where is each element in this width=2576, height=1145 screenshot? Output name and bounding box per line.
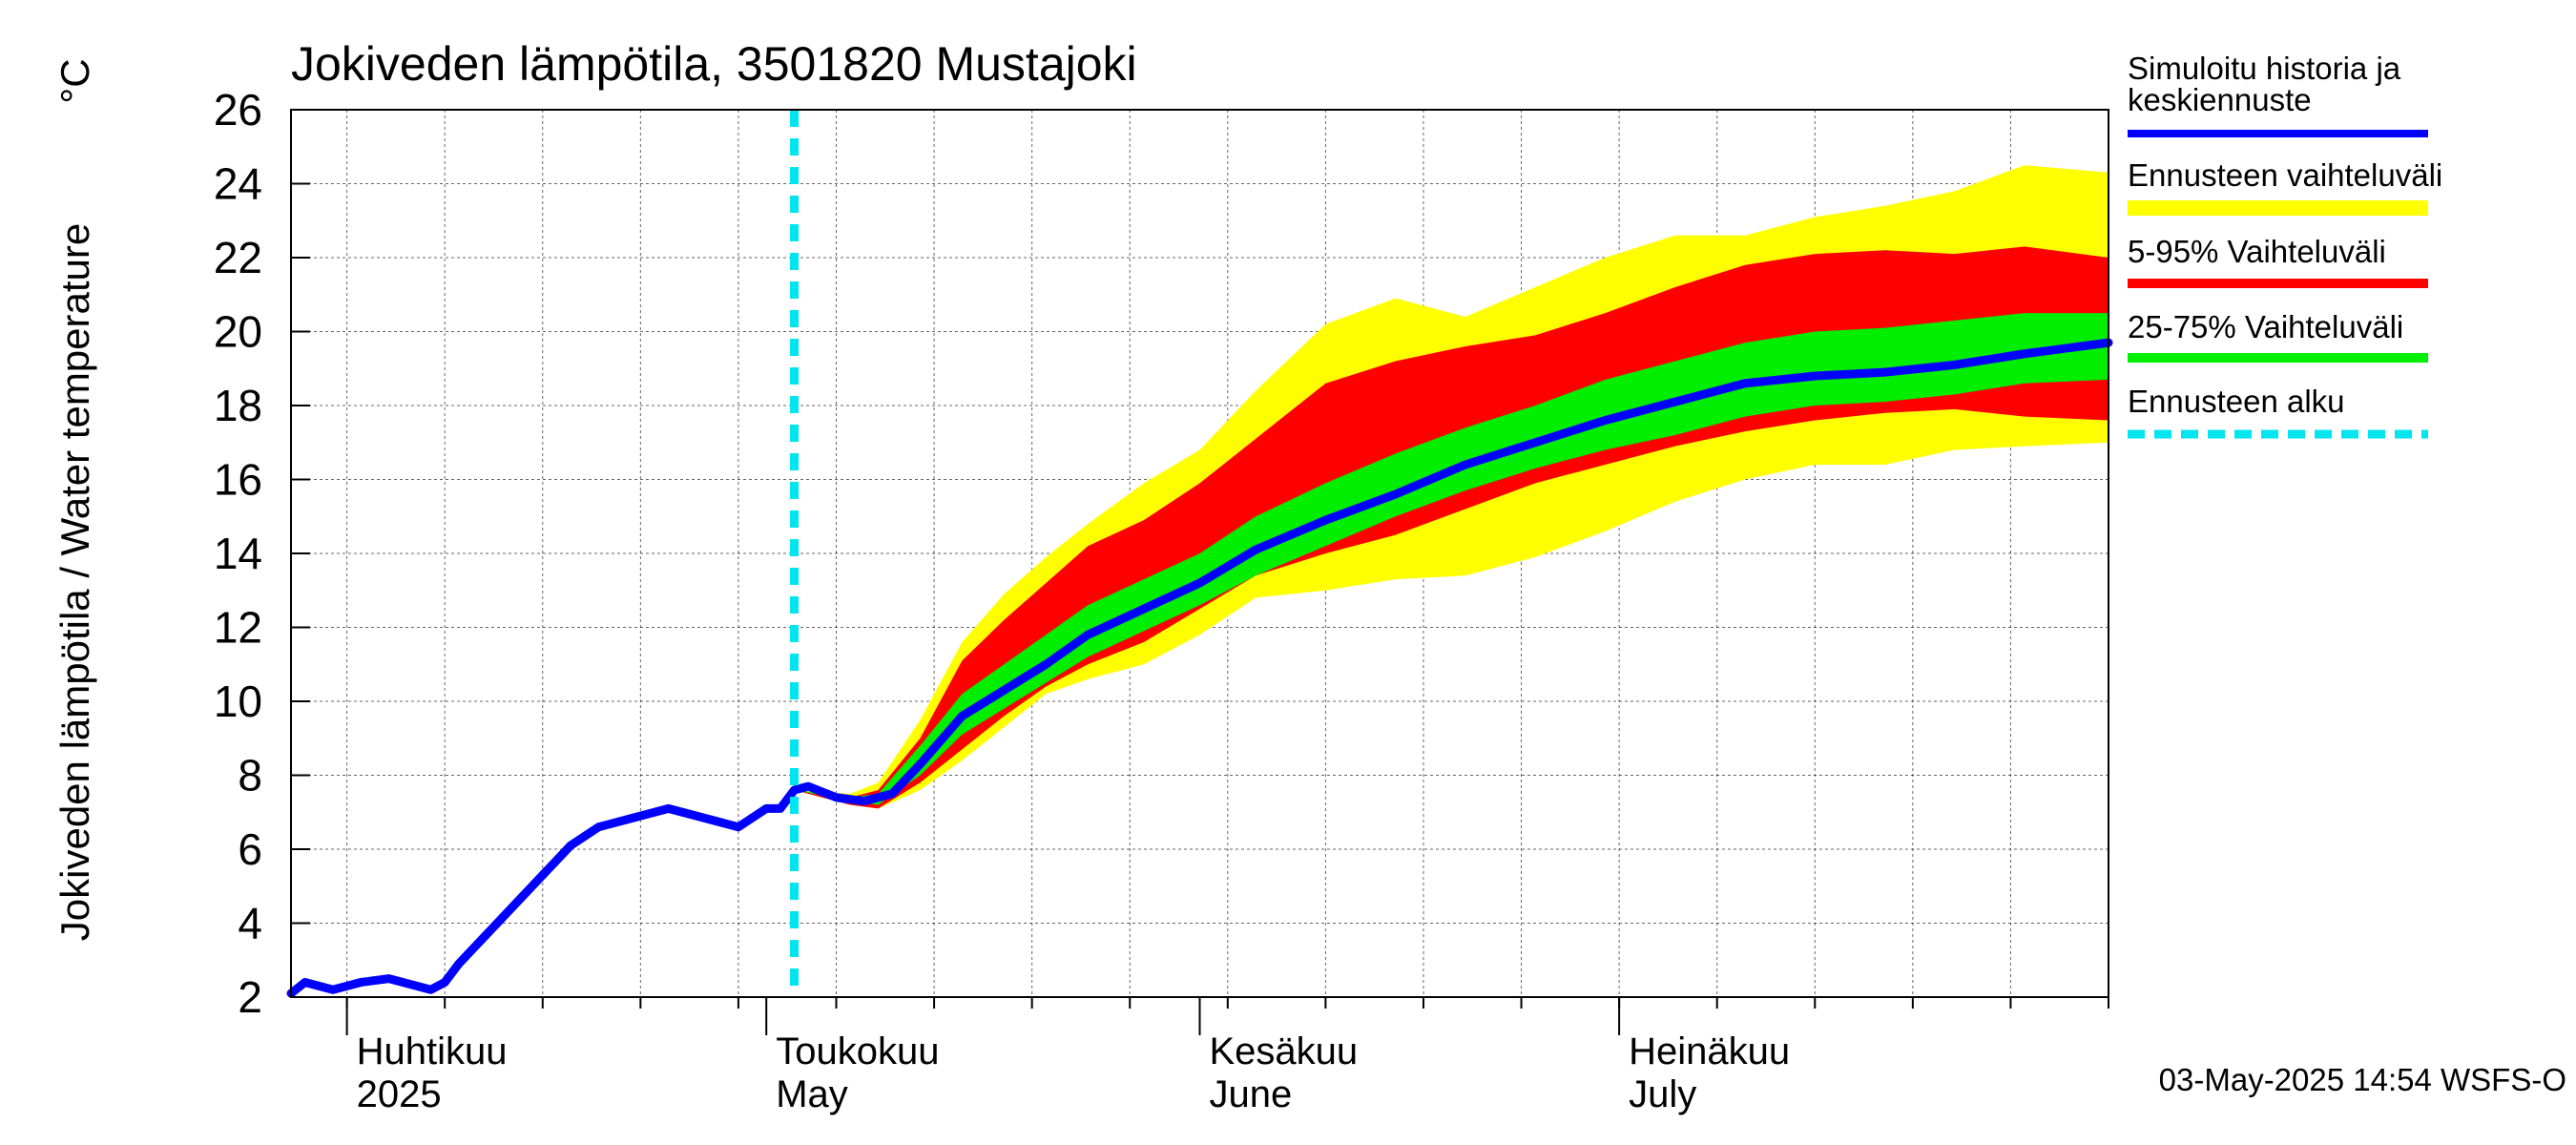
footer-timestamp: 03-May-2025 14:54 WSFS-O <box>2159 1062 2566 1097</box>
legend-label: Ennusteen vaihteluväli <box>2128 157 2442 193</box>
legend-label: 5-95% Vaihteluväli <box>2128 234 2386 269</box>
data-series <box>286 338 2113 998</box>
x-month-label-fi: Heinäkuu <box>1629 1030 1790 1072</box>
y-tick-label: 18 <box>214 381 262 430</box>
x-month-label-en: July <box>1629 1073 1696 1115</box>
x-month-label-en: June <box>1210 1073 1293 1115</box>
legend-label: keskiennuste <box>2128 82 2312 117</box>
y-tick-label: 22 <box>214 233 262 282</box>
y-tick-label: 10 <box>214 677 262 726</box>
x-month-label-fi: Kesäkuu <box>1210 1030 1359 1072</box>
y-axis-label: Jokiveden lämpötila / Water temperature <box>52 223 97 941</box>
x-month-label-en: May <box>776 1073 848 1115</box>
y-tick-label: 4 <box>238 899 262 948</box>
legend-label: Ennusteen alku <box>2128 384 2345 419</box>
legend-label: Simuloitu historia ja <box>2128 51 2401 86</box>
y-tick-label: 14 <box>214 529 262 578</box>
y-tick-label: 26 <box>214 85 262 135</box>
y-tick-label: 24 <box>214 159 262 209</box>
y-tick-label: 2 <box>238 972 262 1022</box>
chart-title: Jokiveden lämpötila, 3501820 Mustajoki <box>291 37 1137 91</box>
legend-label: 25-75% Vaihteluväli <box>2128 309 2403 344</box>
x-month-label-fi: Toukokuu <box>776 1030 939 1072</box>
y-tick-label: 6 <box>238 824 262 874</box>
y-tick-label: 8 <box>238 751 262 801</box>
x-month-label-fi: Huhtikuu <box>357 1030 508 1072</box>
y-axis-unit: °C <box>52 58 97 103</box>
y-tick-label: 20 <box>214 307 262 357</box>
y-tick-label: 16 <box>214 455 262 505</box>
x-month-label-en: 2025 <box>357 1073 442 1115</box>
y-tick-label: 12 <box>214 603 262 653</box>
